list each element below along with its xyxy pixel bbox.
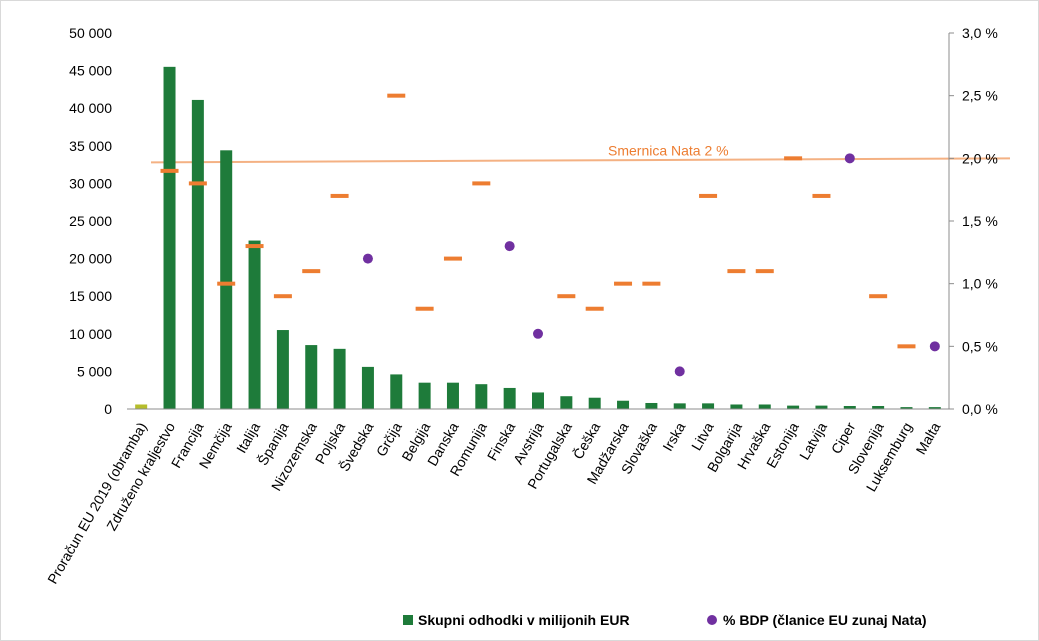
bar: [758, 404, 771, 409]
y-right-tick-label: 0,5 %: [962, 338, 998, 354]
nato-dash-marker: [585, 306, 604, 311]
bar: [645, 402, 658, 409]
guideline-label: Smernica Nata 2 %: [608, 142, 729, 158]
bar: [163, 66, 176, 409]
non-nato-dot-marker: [533, 328, 543, 339]
non-nato-dot-series: [362, 153, 940, 377]
y-right-tick-label: 2,5 %: [962, 88, 998, 104]
bar: [617, 400, 630, 409]
bar-series: [135, 66, 941, 409]
y-left-tick-label: 45 000: [69, 63, 112, 79]
nato-dash-marker: [614, 281, 633, 286]
bar: [418, 382, 431, 409]
bar: [220, 150, 233, 409]
nato-dash-marker: [188, 181, 207, 186]
bar: [815, 405, 828, 409]
bar: [702, 403, 715, 409]
bar: [248, 240, 261, 409]
nato-dash-marker: [387, 93, 406, 98]
bar: [588, 397, 601, 409]
bar: [475, 384, 488, 409]
y-right-tick-label: 3,0 %: [962, 25, 998, 41]
nato-guideline: [150, 157, 1011, 164]
non-nato-dot-marker: [362, 253, 373, 264]
bar: [305, 345, 318, 409]
bar: [135, 404, 148, 409]
y-left-tick-label: 25 000: [69, 213, 112, 229]
nato-dash-marker: [160, 168, 179, 173]
bar: [900, 407, 913, 409]
y-left-tick-label: 0: [104, 401, 112, 417]
bar: [843, 405, 856, 409]
legend: Skupni odhodki v milijonih EUR % BDP (čla…: [403, 612, 927, 628]
non-nato-dot-marker: [929, 341, 940, 352]
y-left-tick-label: 30 000: [69, 175, 112, 191]
y-left-tick-label: 40 000: [69, 100, 112, 116]
y-right-tick-label: 2,0 %: [962, 150, 998, 166]
non-nato-dot-marker: [844, 153, 855, 164]
y-left-tick-label: 5 000: [77, 363, 112, 379]
y-right-tick-label: 0,0 %: [962, 401, 998, 417]
nato-dash-marker: [557, 294, 576, 299]
x-category-label: Malta: [912, 419, 943, 457]
y-left-tick-label: 10 000: [69, 326, 112, 342]
non-nato-dot-marker: [504, 241, 515, 252]
nato-dash-marker: [727, 269, 746, 274]
bar: [276, 330, 289, 409]
guideline-layer: Smernica Nata 2 %: [150, 142, 1011, 164]
bar: [390, 374, 403, 409]
bar: [560, 396, 573, 409]
y-left-tick-label: 35 000: [69, 138, 112, 154]
nato-dash-marker: [699, 193, 718, 198]
nato-dash-marker: [415, 306, 434, 311]
y-left-tick-label: 15 000: [69, 288, 112, 304]
nato-dash-marker: [217, 281, 236, 286]
x-category-label: Latvija: [796, 419, 830, 462]
nato-dash-marker: [897, 344, 916, 349]
nato-dash-marker: [812, 193, 831, 198]
legend-swatch-bar: [403, 615, 413, 625]
y-right-tick-label: 1,0 %: [962, 276, 998, 292]
bar: [730, 404, 743, 409]
nato-dash-marker: [273, 294, 292, 299]
bar: [872, 405, 885, 409]
bar: [532, 392, 544, 409]
nato-dash-marker: [472, 181, 491, 186]
y-left-tick-label: 20 000: [69, 251, 112, 267]
bar: [333, 348, 346, 409]
x-category-label: Irska: [659, 419, 688, 453]
legend-label-dot: % BDP (članice EU zunaj Nata): [723, 612, 927, 628]
nato-dash-marker: [755, 269, 774, 274]
bar: [673, 403, 686, 409]
bar: [361, 366, 374, 409]
y-left-tick-label: 50 000: [69, 25, 112, 41]
bar: [928, 407, 941, 409]
nato-dash-series: [160, 93, 916, 349]
legend-label-bar: Skupni odhodki v milijonih EUR: [418, 612, 630, 628]
nato-dash-marker: [443, 256, 462, 261]
nato-dash-marker: [330, 193, 349, 198]
nato-dash-marker: [245, 244, 264, 249]
bar: [503, 387, 516, 409]
axes-layer: 0 5 000 10 000 15 000 20 000 25 000 30 000 35 0…: [44, 25, 998, 587]
nato-dash-marker: [869, 294, 888, 299]
y-right-tick-label: 1,5 %: [962, 213, 998, 229]
bar: [191, 99, 204, 409]
non-nato-dot-marker: [674, 366, 685, 377]
nato-dash-marker: [784, 156, 803, 161]
nato-dash-marker: [642, 281, 661, 286]
nato-dash-marker: [302, 269, 321, 274]
bar: [446, 382, 459, 409]
x-category-label: Litva: [688, 419, 717, 453]
legend-swatch-dot: [707, 615, 717, 625]
bar: [787, 405, 800, 409]
